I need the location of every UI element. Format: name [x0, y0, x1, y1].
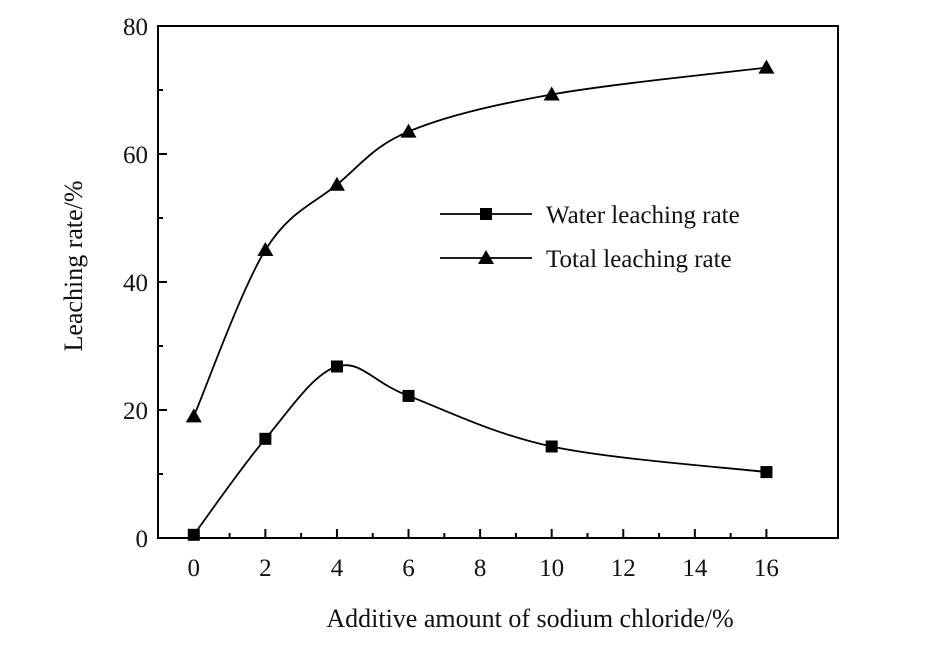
y-tick-label: 40 [123, 270, 148, 297]
x-tick-label: 12 [611, 555, 636, 582]
legend-label: Water leaching rate [546, 202, 740, 229]
legend-marker [480, 208, 492, 220]
x-axis-ticks: 0 2 4 6 8 10 12 14 16 [188, 529, 779, 582]
y-tick-label: 80 [123, 14, 148, 41]
data-point [402, 389, 415, 402]
data-point [259, 432, 272, 445]
legend-item: Total leaching rate [440, 246, 732, 273]
x-tick-label: 0 [188, 555, 201, 582]
x-axis-title: Additive amount of sodium chloride/% [326, 604, 733, 633]
y-axis-title: Leaching rate/% [59, 180, 88, 351]
series-water-leaching [187, 360, 773, 541]
series-line [192, 66, 767, 417]
data-point [760, 466, 773, 479]
data-point [545, 440, 558, 453]
x-tick-label: 4 [331, 555, 344, 582]
data-point [330, 360, 343, 373]
data-point [187, 528, 200, 541]
y-tick-label: 60 [123, 142, 148, 169]
data-point [185, 408, 202, 423]
x-tick-label: 8 [474, 555, 487, 582]
y-tick-label: 20 [123, 398, 148, 425]
x-tick-label: 14 [682, 555, 708, 582]
y-tick-label: 0 [136, 526, 149, 553]
data-point [543, 86, 560, 101]
data-point [400, 123, 417, 138]
legend-marker [478, 250, 494, 264]
x-tick-label: 10 [539, 555, 564, 582]
x-tick-label: 2 [259, 555, 272, 582]
legend-item: Water leaching rate [440, 202, 740, 229]
series-total-leaching [185, 59, 775, 423]
data-point [758, 59, 775, 74]
series-line [193, 364, 767, 536]
y-axis-ticks: 0 20 40 60 80 [123, 14, 167, 553]
data-point [257, 242, 274, 256]
data-point [328, 176, 345, 191]
legend-label: Total leaching rate [546, 246, 732, 273]
series-layer [185, 59, 775, 541]
plot-frame [157, 25, 839, 539]
x-tick-label: 6 [402, 555, 415, 582]
x-tick-label: 16 [754, 555, 779, 582]
legend: Water leaching rate Total leaching rate [440, 202, 740, 273]
